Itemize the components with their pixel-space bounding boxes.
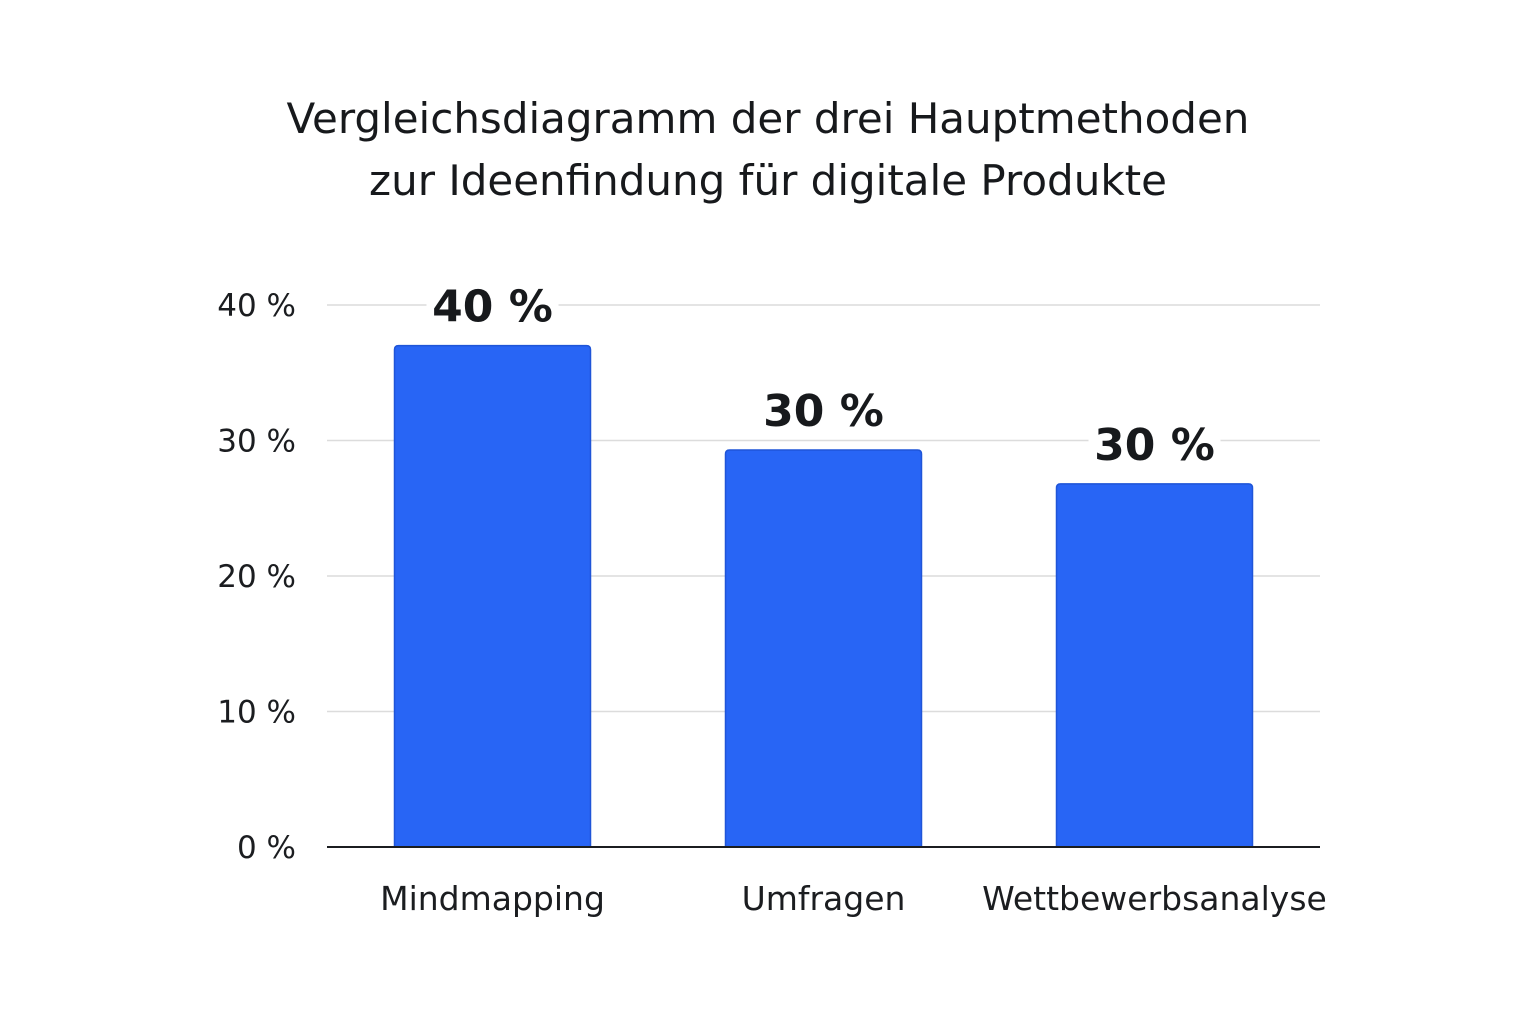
value-label-background	[757, 383, 890, 438]
data-label: 30 %	[763, 386, 884, 437]
value-label-background	[426, 279, 559, 334]
value-label-background	[1088, 417, 1221, 472]
x-tick-label: Wettbewerbsanalyse	[982, 879, 1327, 918]
y-tick-label: 20 %	[217, 559, 296, 595]
x-tick-label: Mindmapping	[380, 879, 605, 918]
bars	[393, 344, 1254, 848]
data-label: 40 %	[432, 282, 553, 333]
chart-title-line-1: Vergleichsdiagramm der drei Hauptmethode…	[286, 94, 1250, 143]
chart-title: Vergleichsdiagramm der drei Hauptmethode…	[0, 88, 1536, 212]
data-label: 30 %	[1094, 420, 1215, 471]
y-tick-label: 10 %	[217, 695, 296, 731]
bar	[393, 344, 592, 848]
bar	[1055, 483, 1254, 848]
labels: 0 % 10 % 20 % 30 % 40 % 40 % Mindmapping 30 % Um…	[217, 279, 1327, 918]
y-tick-label: 40 %	[217, 288, 296, 324]
bar	[724, 449, 923, 848]
y-tick-label: 0 %	[237, 830, 296, 866]
chart-title-line-2: zur Ideenfindung für digitale Produkte	[369, 156, 1167, 205]
x-tick-label: Umfragen	[742, 879, 906, 918]
y-tick-label: 30 %	[217, 424, 296, 460]
